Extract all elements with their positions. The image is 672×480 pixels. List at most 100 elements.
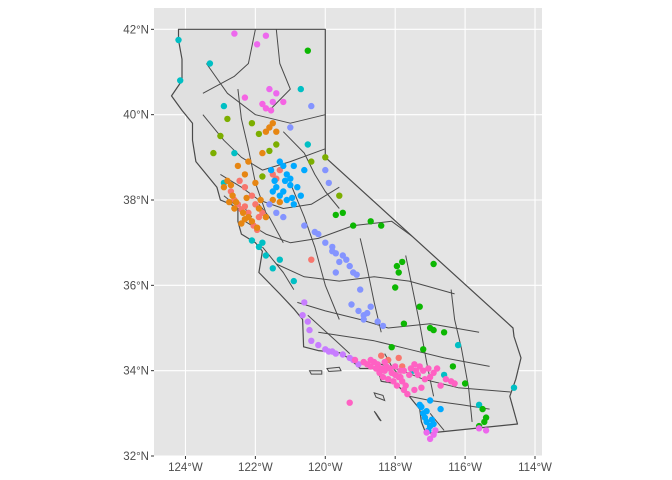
location-point bbox=[357, 286, 364, 293]
location-point bbox=[304, 318, 311, 325]
location-point bbox=[353, 271, 360, 278]
location-point bbox=[372, 365, 380, 372]
location-point bbox=[241, 171, 249, 178]
location-point bbox=[306, 326, 313, 334]
location-point bbox=[224, 115, 231, 123]
location-point bbox=[393, 382, 401, 389]
location-point bbox=[325, 348, 332, 355]
location-point bbox=[288, 194, 296, 202]
location-point bbox=[454, 341, 462, 349]
location-point bbox=[404, 390, 411, 398]
location-point bbox=[287, 181, 294, 189]
location-point bbox=[269, 188, 276, 195]
location-point bbox=[248, 120, 256, 127]
location-point bbox=[376, 369, 383, 376]
location-point bbox=[259, 173, 266, 180]
location-point bbox=[259, 239, 266, 246]
location-point bbox=[262, 32, 270, 39]
location-point bbox=[276, 158, 283, 165]
location-point bbox=[273, 128, 280, 135]
location-point bbox=[475, 401, 483, 408]
location-point bbox=[287, 124, 294, 131]
location-point bbox=[269, 265, 276, 272]
location-point bbox=[227, 181, 235, 189]
y-tick-label: 38°N bbox=[123, 195, 149, 207]
location-point bbox=[418, 384, 425, 391]
location-point bbox=[395, 269, 402, 276]
location-point bbox=[301, 166, 308, 174]
county-boundary bbox=[307, 314, 351, 354]
location-point bbox=[290, 277, 297, 285]
location-point bbox=[262, 213, 270, 221]
location-point bbox=[248, 218, 256, 225]
location-point bbox=[395, 354, 402, 362]
location-point bbox=[420, 346, 427, 353]
location-point bbox=[252, 179, 259, 187]
location-point bbox=[290, 201, 297, 208]
location-point bbox=[255, 205, 263, 212]
location-point bbox=[308, 102, 315, 110]
location-point bbox=[423, 429, 430, 436]
location-point bbox=[226, 198, 233, 206]
location-point bbox=[430, 369, 437, 376]
location-point bbox=[259, 149, 266, 157]
island-outline bbox=[373, 392, 386, 402]
location-point bbox=[273, 141, 280, 148]
location-point bbox=[440, 329, 448, 336]
location-point bbox=[315, 341, 322, 349]
location-point bbox=[229, 192, 236, 199]
location-point bbox=[239, 209, 247, 216]
location-point bbox=[301, 222, 308, 229]
location-point bbox=[304, 141, 311, 148]
location-point bbox=[276, 256, 283, 263]
location-point bbox=[339, 252, 346, 259]
location-point bbox=[437, 382, 444, 389]
location-point bbox=[425, 365, 432, 372]
location-point bbox=[393, 262, 401, 270]
location-point bbox=[266, 147, 273, 155]
location-point bbox=[299, 312, 306, 319]
location-point bbox=[276, 192, 283, 199]
location-point bbox=[414, 371, 422, 379]
location-point bbox=[420, 367, 427, 374]
location-point bbox=[437, 405, 444, 413]
location-point bbox=[367, 303, 374, 310]
location-point bbox=[311, 228, 318, 236]
location-point bbox=[283, 171, 290, 178]
location-point bbox=[231, 30, 238, 37]
location-point bbox=[355, 307, 362, 315]
location-point bbox=[266, 85, 273, 93]
location-point bbox=[322, 166, 329, 174]
x-tick-label: 120°W bbox=[308, 462, 343, 474]
location-point bbox=[325, 179, 332, 187]
x-tick-label: 116°W bbox=[448, 462, 482, 474]
location-point bbox=[280, 213, 287, 221]
location-point bbox=[283, 196, 290, 204]
x-tick-label: 118°W bbox=[378, 462, 412, 474]
y-tick-label: 32°N bbox=[123, 451, 149, 463]
location-point bbox=[350, 222, 357, 229]
location-point bbox=[276, 198, 283, 206]
county-boundary bbox=[244, 220, 427, 248]
location-point bbox=[374, 318, 381, 325]
location-point bbox=[411, 361, 418, 368]
location-point bbox=[266, 201, 273, 208]
location-point bbox=[348, 301, 355, 308]
y-tick-label: 36°N bbox=[123, 280, 149, 292]
location-point bbox=[210, 149, 217, 157]
location-point bbox=[304, 47, 311, 54]
location-point bbox=[421, 414, 429, 421]
location-point bbox=[280, 98, 287, 106]
location-point bbox=[301, 299, 308, 306]
location-point bbox=[479, 405, 486, 413]
location-point bbox=[241, 203, 249, 210]
location-point bbox=[231, 205, 238, 212]
county-boundary bbox=[409, 395, 490, 410]
location-point bbox=[248, 237, 256, 244]
location-point bbox=[411, 386, 418, 394]
location-point bbox=[224, 177, 231, 184]
location-point bbox=[297, 192, 304, 199]
location-point bbox=[276, 166, 283, 174]
island-outline bbox=[326, 366, 342, 373]
